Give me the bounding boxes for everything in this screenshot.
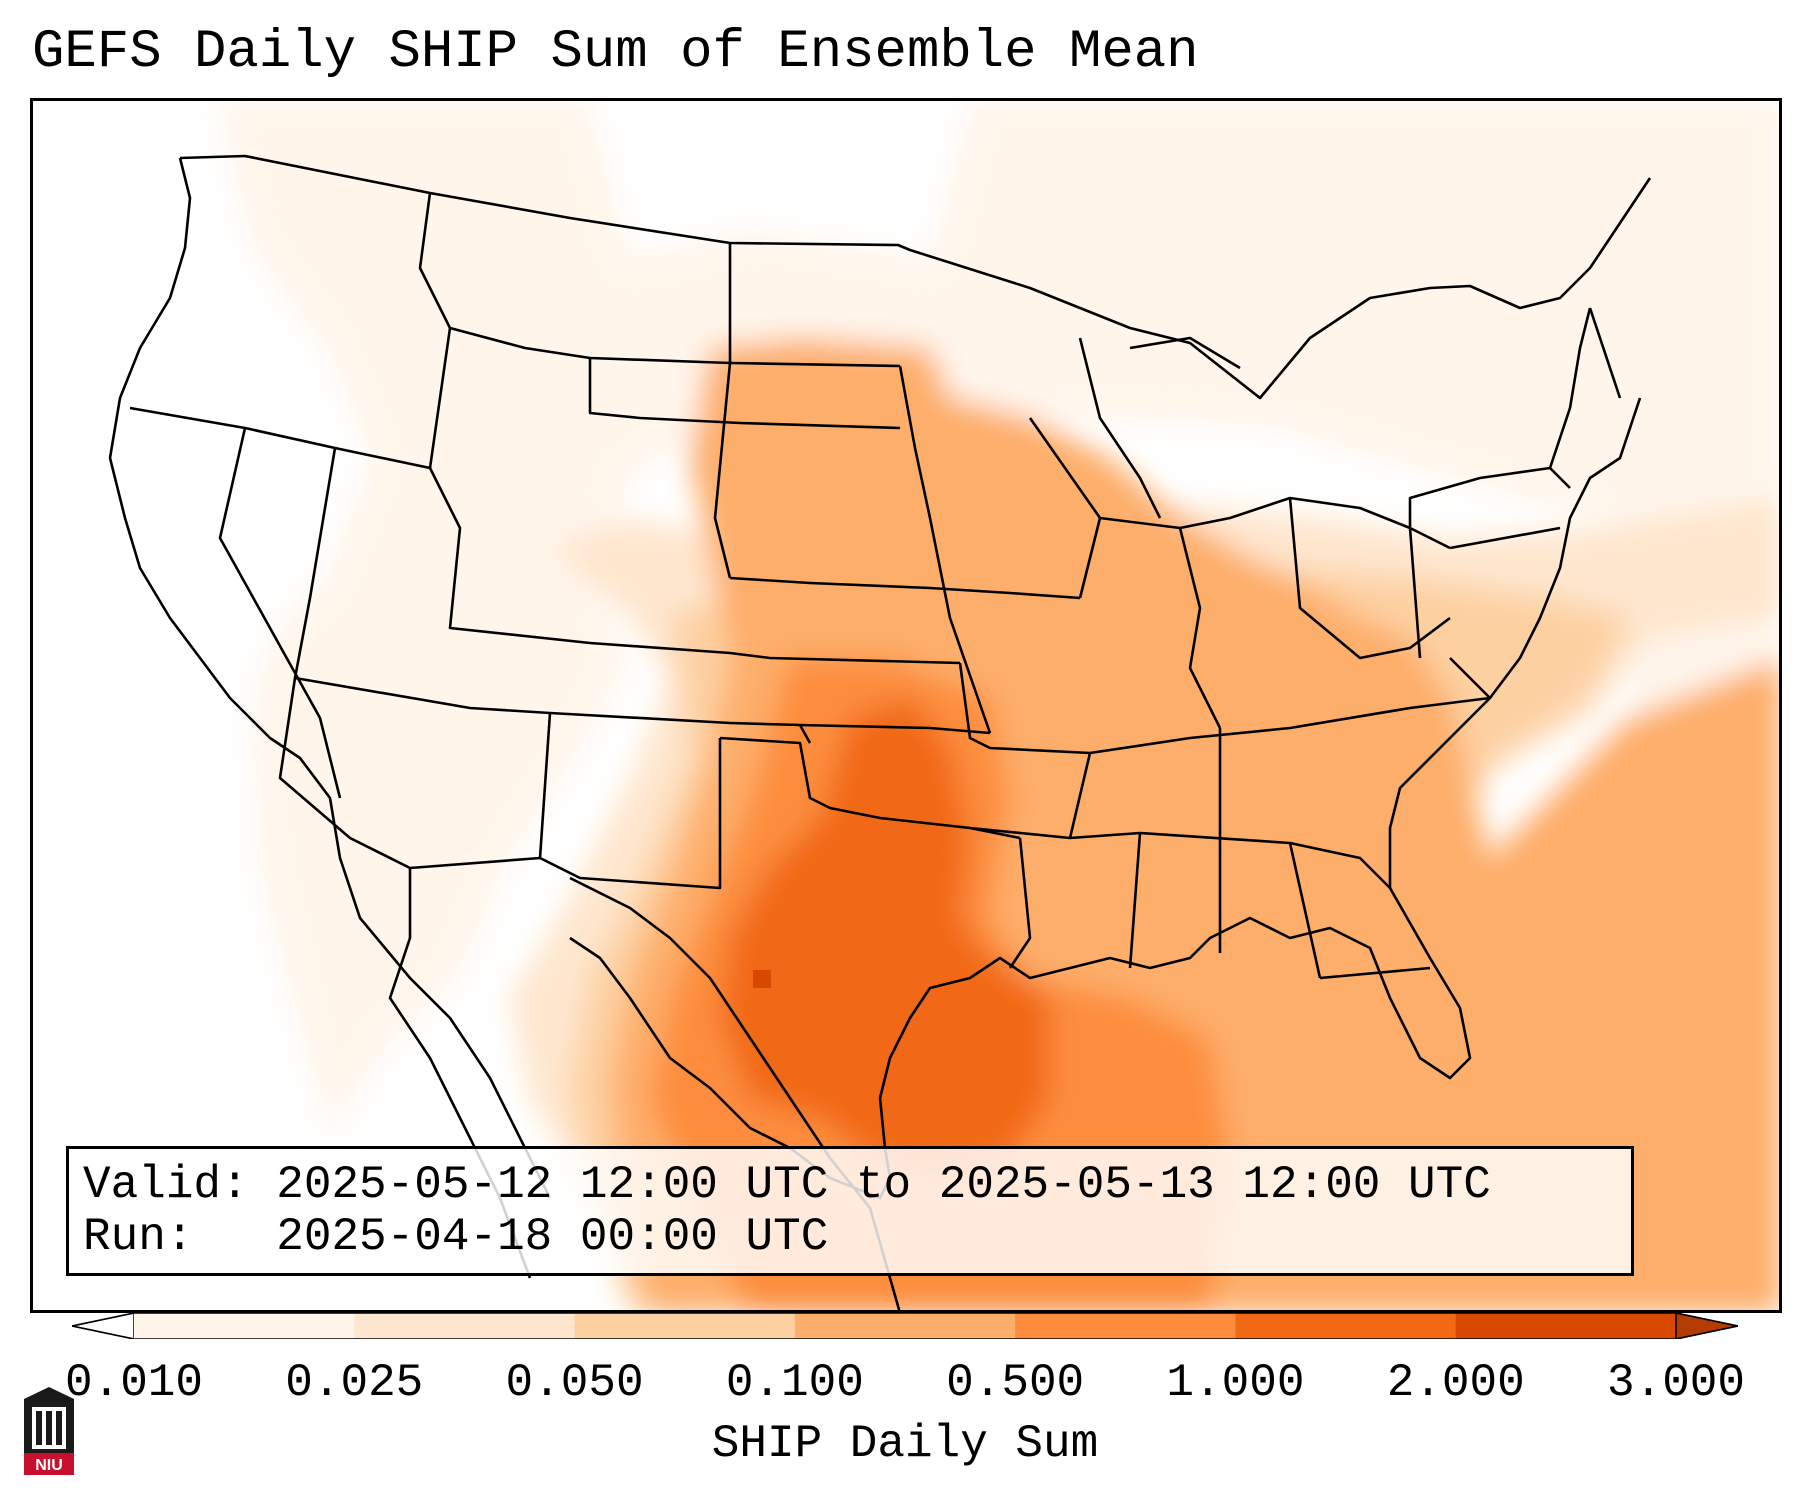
valid-time-text: Valid: 2025-05-12 12:00 UTC to 2025-05-1…: [83, 1159, 1491, 1211]
ship-field-max-cell: [753, 970, 771, 988]
colorbar-tick-label: 0.050: [505, 1357, 644, 1409]
run-time-text: Run: 2025-04-18 00:00 UTC: [83, 1211, 829, 1263]
ship-field-level-6: [720, 698, 1050, 1178]
colorbar-label: SHIP Daily Sum: [711, 1418, 1099, 1470]
colorbar-tick-label: 0.010: [64, 1357, 204, 1409]
colorbar-segment: [1455, 1313, 1677, 1339]
colorbar-segment: [1015, 1313, 1236, 1339]
colorbar-tick-label: 0.025: [285, 1357, 424, 1409]
map-panel: [30, 98, 1782, 1313]
colorbar-extend-high: [1675, 1312, 1739, 1340]
niu-logo-text: NIU: [35, 1457, 63, 1474]
colorbar-tick-label: 2.000: [1386, 1357, 1525, 1409]
colorbar-segment: [354, 1313, 576, 1339]
map-frame: [30, 98, 1782, 1313]
niu-logo-icon: NIU: [24, 1387, 74, 1475]
state-boundaries: [108, 154, 1652, 1313]
map-title: GEFS Daily SHIP Sum of Ensemble Mean: [32, 22, 1199, 83]
colorbar-tick-label: 1.000: [1166, 1357, 1305, 1409]
colorbar-segment: [574, 1313, 796, 1339]
colorbar-segment: [1235, 1313, 1457, 1339]
valid-run-info-box: Valid: 2025-05-12 12:00 UTC to 2025-05-1…: [66, 1146, 1634, 1276]
colorbar-tick-label: 0.100: [725, 1357, 864, 1409]
colorbar-extend-low: [71, 1312, 135, 1340]
niu-logo: NIU: [20, 1385, 78, 1481]
colorbar-segment: [794, 1313, 1016, 1339]
colorbar-svg: [71, 1312, 1739, 1340]
colorbar-tick-label: 0.500: [946, 1357, 1085, 1409]
map-canvas: [30, 98, 1782, 1313]
colorbar-segment: [134, 1313, 355, 1339]
colorbar: [71, 1312, 1739, 1340]
colorbar-tick-label: 3.000: [1606, 1357, 1746, 1409]
